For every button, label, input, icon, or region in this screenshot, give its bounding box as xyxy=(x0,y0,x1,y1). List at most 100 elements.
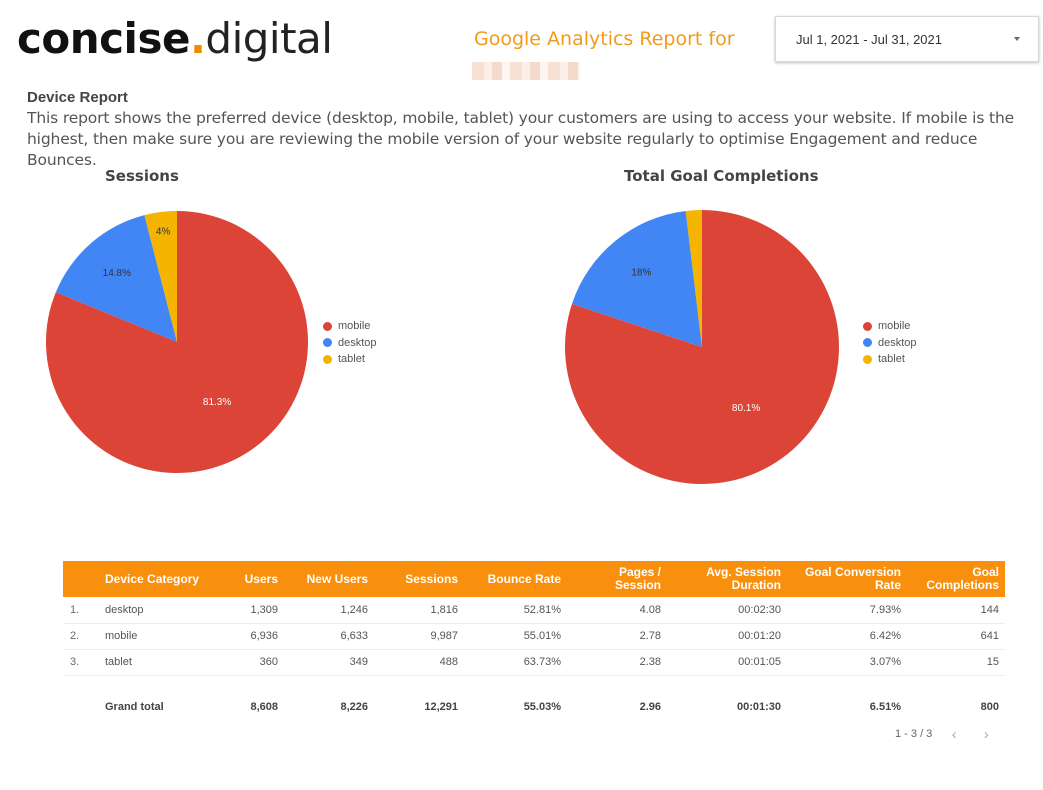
legend-dot-desktop xyxy=(323,338,332,348)
column-header[interactable]: New Users xyxy=(284,561,374,597)
pie-label-mobile: 81.3% xyxy=(203,397,231,408)
total-cell: 6.51% xyxy=(869,701,901,714)
table-cell: 00:01:20 xyxy=(667,623,787,650)
previous-page-button[interactable]: ‹ xyxy=(951,725,957,743)
legend-item-tablet: tablet xyxy=(323,351,377,368)
table-cell: 00:01:05 xyxy=(667,649,787,676)
column-header[interactable]: Bounce Rate xyxy=(464,561,567,597)
legend-dot-tablet xyxy=(323,354,332,364)
table-cell: 1,309 xyxy=(229,597,284,624)
pagination-label: 1 - 3 / 3 xyxy=(895,728,933,740)
sessions-pie-chart: 81.3% 14.8% 4% xyxy=(46,211,308,473)
pie-slice-desktop xyxy=(55,215,177,342)
column-header[interactable]: Goal Completions xyxy=(907,561,1005,597)
column-header[interactable]: Sessions xyxy=(374,561,464,597)
row-index: 2. xyxy=(63,623,99,650)
pie-slice-tablet xyxy=(144,211,177,342)
section-description: This report shows the preferred device (… xyxy=(27,109,1015,169)
date-range-picker[interactable]: Jul 1, 2021 - Jul 31, 2021 xyxy=(775,16,1039,62)
table-cell: 6.42% xyxy=(787,623,907,650)
table-row: 2. mobile 6,936 6,633 9,987 55.01% 2.78 00:01:2… xyxy=(63,623,1005,650)
legend-item-desktop: desktop xyxy=(323,335,377,352)
table-cell: 641 xyxy=(907,623,1005,650)
goal-completions-legend: mobile desktop tablet xyxy=(863,318,917,368)
legend-item-mobile: mobile xyxy=(323,318,377,335)
redacted-site-name xyxy=(472,62,580,80)
column-header[interactable]: Goal Conversion Rate xyxy=(787,561,907,597)
legend-dot-mobile xyxy=(863,321,872,331)
table-row: 3. tablet 360 349 488 63.73% 2.38 00:01:05 3.07%… xyxy=(63,649,1005,676)
total-cell: 2.96 xyxy=(639,701,661,714)
table-cell: 2.38 xyxy=(567,649,667,676)
table-cell: 4.08 xyxy=(567,597,667,624)
legend-dot-mobile xyxy=(323,321,332,331)
legend-item-mobile: mobile xyxy=(863,318,917,335)
table-cell: 144 xyxy=(907,597,1005,624)
table-cell: 00:02:30 xyxy=(667,597,787,624)
table-cell: 3.07% xyxy=(787,649,907,676)
table-cell: 6,633 xyxy=(284,623,374,650)
report-title: Google Analytics Report for xyxy=(474,28,735,50)
legend-label-desktop: desktop xyxy=(338,336,377,349)
table-cell: 349 xyxy=(284,649,374,676)
pie-label-tablet: 4% xyxy=(156,227,171,238)
grand-total-row: Grand total 8,608 8,226 12,291 55.03% 2.96 00:… xyxy=(63,675,1005,725)
table-cell: 1,246 xyxy=(284,597,374,624)
device-table: Device Category Users New Users Sessions Bou… xyxy=(63,561,1005,725)
pie-label-desktop: 14.8% xyxy=(103,268,131,279)
legend-item-desktop: desktop xyxy=(863,335,917,352)
table-cell: 7.93% xyxy=(787,597,907,624)
pie-label-desktop: 18% xyxy=(631,268,651,279)
legend-label-tablet: tablet xyxy=(338,353,365,366)
total-cell: 00:01:30 xyxy=(736,701,781,714)
legend-dot-tablet xyxy=(863,354,872,364)
table-pagination: 1 - 3 / 3 ‹ › xyxy=(895,725,996,743)
total-cell: 8,608 xyxy=(250,701,278,714)
column-header[interactable]: Avg. Session Duration xyxy=(667,561,787,597)
table-header-row: Device Category Users New Users Sessions Bou… xyxy=(63,561,1005,597)
sessions-legend: mobile desktop tablet xyxy=(323,318,377,368)
pie-slice-tablet xyxy=(685,210,702,347)
table-cell: 63.73% xyxy=(464,649,567,676)
table-cell: desktop xyxy=(99,597,229,624)
table-cell: tablet xyxy=(99,649,229,676)
table-cell: 2.78 xyxy=(567,623,667,650)
table-cell: 15 xyxy=(907,649,1005,676)
table-cell: 1,816 xyxy=(374,597,464,624)
date-range-value: Jul 1, 2021 - Jul 31, 2021 xyxy=(796,32,942,47)
section-title: Device Report xyxy=(27,89,128,106)
table-cell: 488 xyxy=(374,649,464,676)
legend-item-tablet: tablet xyxy=(863,351,917,368)
total-cell: 800 xyxy=(980,701,999,714)
table-cell: 360 xyxy=(229,649,284,676)
table-cell: 6,936 xyxy=(229,623,284,650)
dropdown-caret-icon xyxy=(1014,37,1020,41)
table-row: 1. desktop 1,309 1,246 1,816 52.81% 4.08 00:02:… xyxy=(63,597,1005,624)
legend-label-tablet: tablet xyxy=(878,353,905,366)
grand-total-label: Grand total xyxy=(105,701,164,714)
total-cell: 55.03% xyxy=(523,701,561,714)
table-cell: 52.81% xyxy=(464,597,567,624)
total-index xyxy=(63,675,99,725)
table-cell: mobile xyxy=(99,623,229,650)
row-index: 1. xyxy=(63,597,99,624)
goal-completions-chart-title: Total Goal Completions xyxy=(624,167,819,185)
legend-dot-desktop xyxy=(863,338,872,348)
header-index xyxy=(63,561,99,597)
legend-label-mobile: mobile xyxy=(338,320,371,333)
goal-completions-pie-chart: 80.1% 18% xyxy=(565,210,839,484)
sessions-chart-title: Sessions xyxy=(105,167,179,185)
total-cell: 8,226 xyxy=(340,701,368,714)
legend-label-desktop: desktop xyxy=(878,336,917,349)
row-index: 3. xyxy=(63,649,99,676)
column-header[interactable]: Users xyxy=(229,561,284,597)
table-cell: 55.01% xyxy=(464,623,567,650)
column-header[interactable]: Device Category xyxy=(99,561,229,597)
pie-label-mobile: 80.1% xyxy=(732,403,760,414)
column-header[interactable]: Pages / Session xyxy=(567,561,667,597)
company-logo: concise.digital xyxy=(17,14,333,63)
next-page-button[interactable]: › xyxy=(983,725,989,743)
table-cell: 9,987 xyxy=(374,623,464,650)
pie-slice-desktop xyxy=(571,210,702,347)
legend-label-mobile: mobile xyxy=(878,320,911,333)
